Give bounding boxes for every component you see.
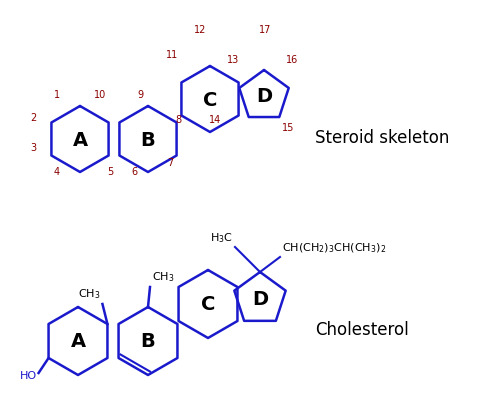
Text: 6: 6: [131, 166, 137, 177]
Text: D: D: [256, 87, 272, 106]
Text: HO: HO: [20, 370, 37, 380]
Text: CH(CH$_2$)$_3$CH(CH$_3$)$_2$: CH(CH$_2$)$_3$CH(CH$_3$)$_2$: [282, 241, 386, 254]
Text: C: C: [203, 90, 217, 109]
Text: Cholesterol: Cholesterol: [315, 320, 409, 338]
Text: 1: 1: [54, 90, 60, 100]
Text: 5: 5: [107, 166, 113, 177]
Text: D: D: [252, 290, 268, 309]
Text: 10: 10: [94, 90, 106, 100]
Text: B: B: [141, 332, 155, 351]
Text: 7: 7: [167, 158, 173, 168]
Text: 17: 17: [259, 25, 271, 35]
Text: H$_3$C: H$_3$C: [210, 230, 233, 244]
Text: 4: 4: [54, 166, 60, 177]
Text: A: A: [70, 332, 86, 351]
Text: 3: 3: [30, 143, 36, 153]
Text: 8: 8: [175, 115, 181, 125]
Text: B: B: [141, 130, 155, 149]
Text: Steroid skeleton: Steroid skeleton: [315, 129, 449, 147]
Text: 12: 12: [194, 25, 206, 35]
Text: 11: 11: [166, 50, 178, 60]
Text: 15: 15: [282, 123, 294, 133]
Text: 9: 9: [137, 90, 143, 100]
Text: 13: 13: [227, 55, 239, 65]
Text: CH$_3$: CH$_3$: [152, 270, 175, 284]
Text: C: C: [201, 295, 215, 314]
Text: 14: 14: [209, 115, 221, 125]
Text: 2: 2: [30, 113, 36, 123]
Text: CH$_3$: CH$_3$: [78, 286, 101, 300]
Text: 16: 16: [286, 55, 298, 65]
Text: A: A: [72, 130, 88, 149]
